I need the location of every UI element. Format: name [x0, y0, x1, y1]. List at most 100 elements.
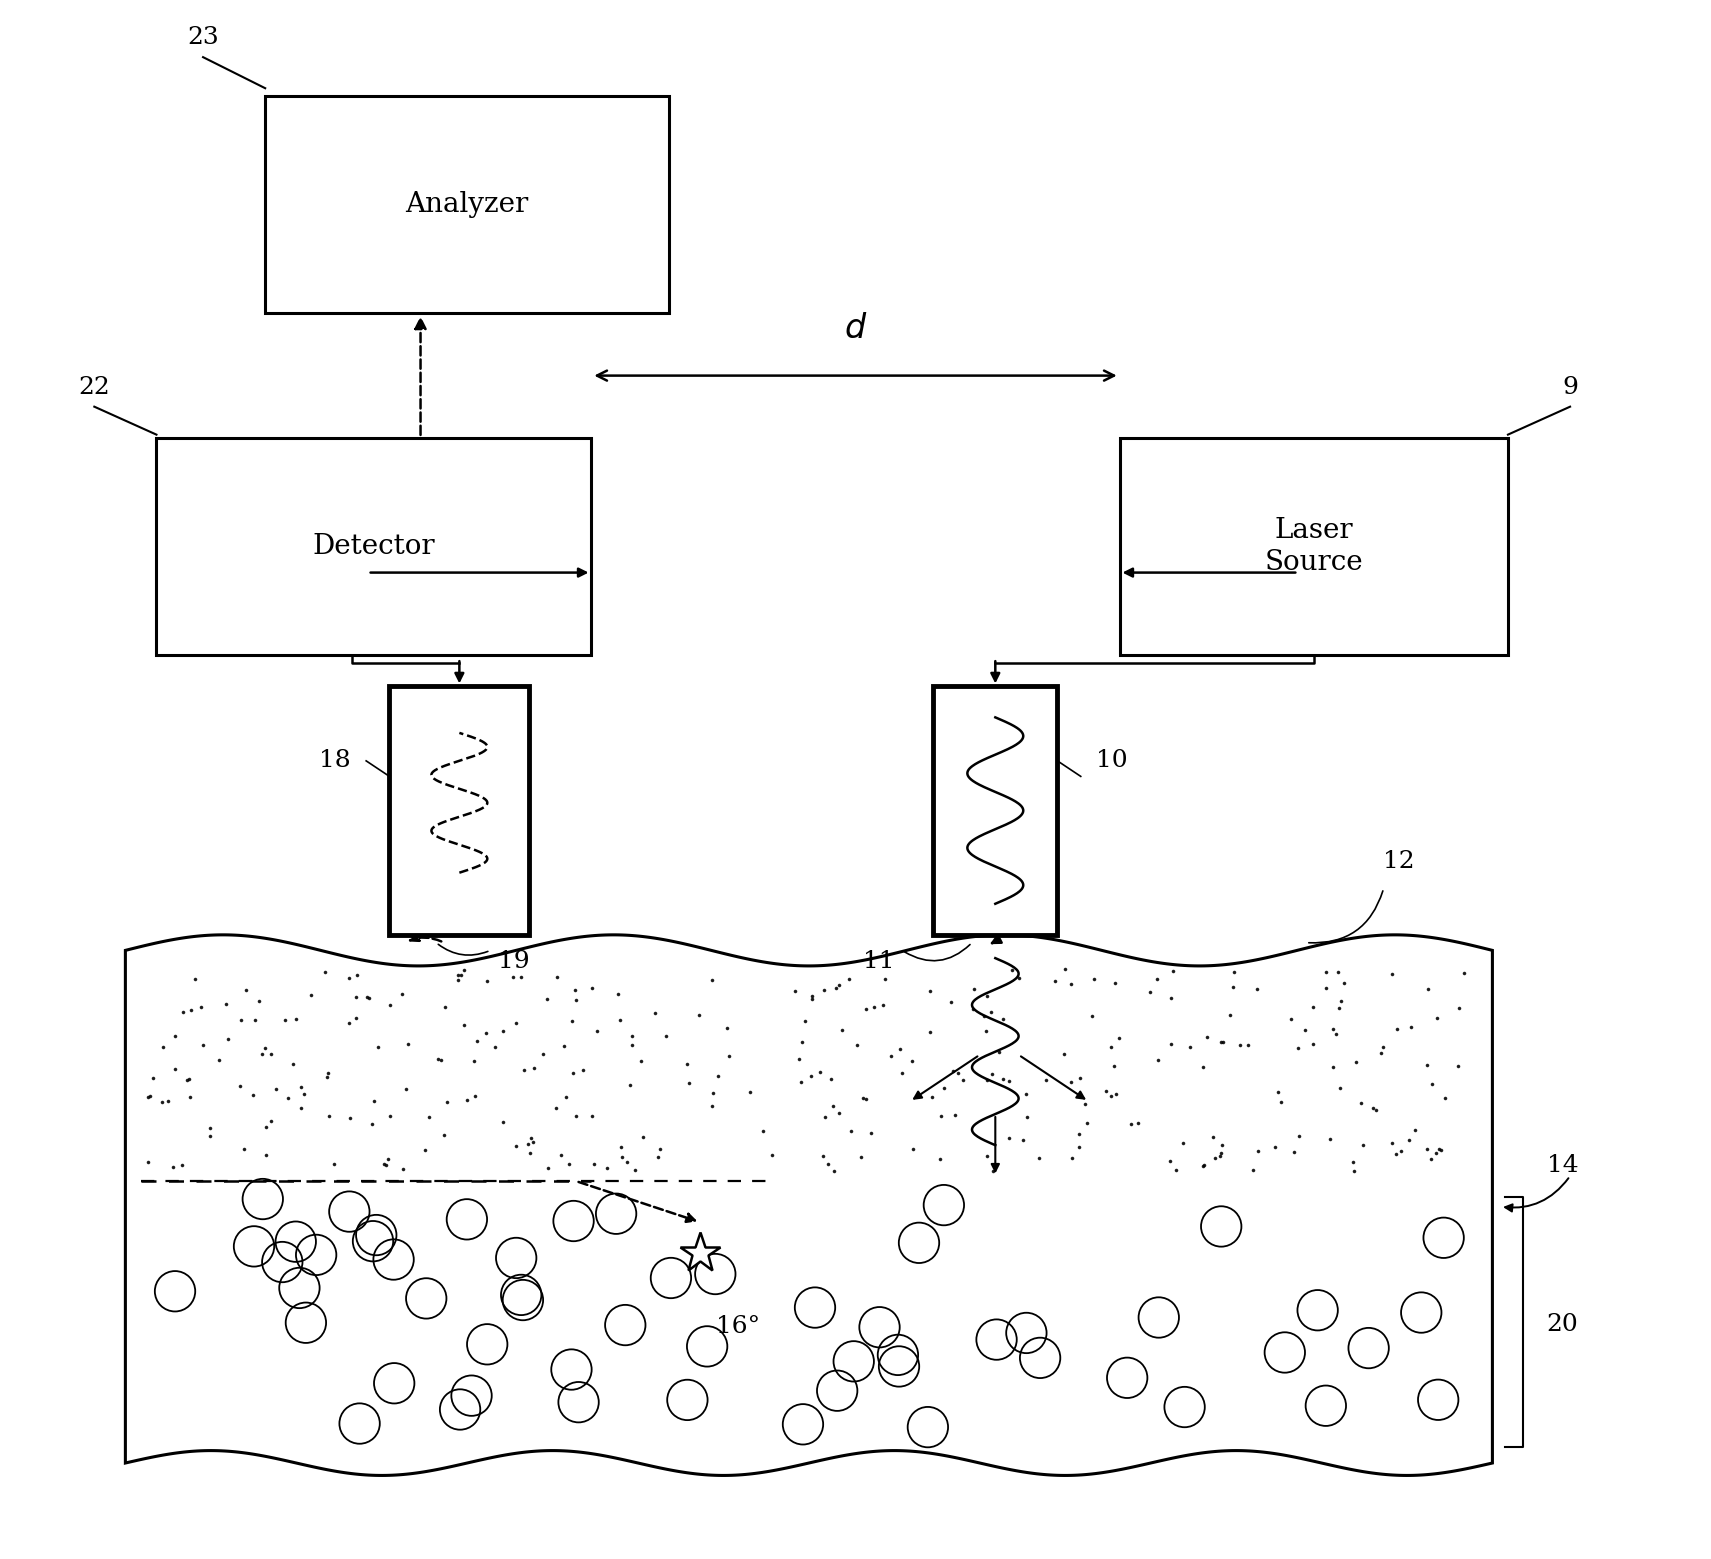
Point [1217, 1002, 1244, 1027]
Point [1059, 1146, 1086, 1171]
Point [1292, 1018, 1319, 1043]
Point [359, 1112, 387, 1137]
Bar [932, 686, 1057, 935]
Point [1326, 995, 1353, 1020]
Point [1244, 977, 1271, 1002]
Point [376, 1104, 404, 1129]
Point [373, 1152, 400, 1177]
Point [811, 977, 838, 1002]
Bar [1119, 438, 1507, 655]
Point [844, 1032, 871, 1057]
Point [1100, 1054, 1128, 1079]
Point [253, 1115, 281, 1140]
Point [647, 1137, 674, 1161]
Point [335, 1010, 363, 1035]
Text: $d$: $d$ [844, 312, 867, 345]
Point [453, 1088, 481, 1113]
Point [214, 1026, 241, 1051]
Point [1136, 979, 1163, 1004]
Point [447, 963, 474, 988]
Point [542, 1096, 570, 1121]
Point [974, 984, 1001, 1009]
Point [1341, 1049, 1369, 1074]
Point [515, 1132, 542, 1157]
Point [684, 1002, 712, 1027]
Point [282, 1007, 310, 1032]
Text: 14: 14 [1547, 1154, 1579, 1177]
Point [361, 1088, 388, 1113]
Point [814, 1152, 842, 1177]
Point [1425, 1137, 1453, 1161]
Point [1208, 1132, 1235, 1157]
Point [1369, 1035, 1396, 1060]
Point [252, 1035, 279, 1060]
Text: 20: 20 [1547, 1313, 1579, 1336]
Point [1444, 1052, 1471, 1077]
Point [1145, 1048, 1172, 1073]
Point [1124, 1110, 1152, 1135]
Point [1415, 976, 1442, 1001]
Point [370, 1152, 397, 1177]
Point [375, 1147, 402, 1172]
Point [1312, 976, 1340, 1001]
Point [1276, 1007, 1304, 1032]
Point [1239, 1158, 1266, 1183]
Point [989, 1066, 1016, 1091]
Point [315, 1060, 342, 1085]
Point [970, 1002, 998, 1027]
Point [941, 1102, 968, 1127]
Point [1350, 1133, 1377, 1158]
Point [464, 1029, 491, 1054]
Point [809, 1144, 837, 1169]
Point [561, 987, 589, 1012]
Point [606, 1007, 633, 1032]
Point [140, 1065, 168, 1090]
Point [789, 1029, 816, 1054]
Point [1097, 1035, 1124, 1060]
Point [1341, 1158, 1369, 1183]
Point [534, 987, 561, 1012]
Point [1097, 1084, 1124, 1108]
Point [1078, 1004, 1105, 1029]
Point [628, 1049, 655, 1074]
Point [1194, 1024, 1222, 1049]
Point [1319, 1016, 1347, 1041]
Point [241, 1009, 269, 1034]
Point [1066, 1135, 1093, 1160]
Point [1398, 1015, 1425, 1040]
Point [715, 1043, 743, 1068]
Bar [156, 438, 592, 655]
Point [1013, 1082, 1040, 1107]
Point [344, 963, 371, 988]
Point [621, 1158, 648, 1183]
Point [529, 1041, 556, 1066]
Point [342, 1006, 370, 1030]
Point [1285, 1124, 1312, 1149]
Point [556, 1152, 583, 1177]
Point [364, 1034, 392, 1059]
Point [411, 1137, 438, 1161]
Point [974, 1068, 1001, 1093]
Point [173, 1068, 200, 1093]
Point [472, 968, 500, 993]
Point [1430, 1085, 1458, 1110]
Point [1319, 1054, 1347, 1079]
Point [287, 1074, 315, 1099]
Point [1080, 967, 1107, 992]
Point [972, 1018, 999, 1043]
Point [517, 1141, 544, 1166]
Point [1329, 970, 1357, 995]
Point [1418, 1071, 1446, 1096]
Point [630, 1124, 657, 1149]
Point [898, 1048, 926, 1073]
Point [1244, 1140, 1271, 1165]
Text: 18: 18 [318, 750, 351, 772]
Point [1367, 1040, 1394, 1065]
Point [1064, 1121, 1092, 1146]
Point [1071, 1091, 1098, 1116]
Point [1206, 1143, 1234, 1168]
Point [258, 1041, 286, 1066]
Point [852, 1087, 879, 1112]
Point [931, 1076, 958, 1101]
Point [643, 1144, 671, 1169]
